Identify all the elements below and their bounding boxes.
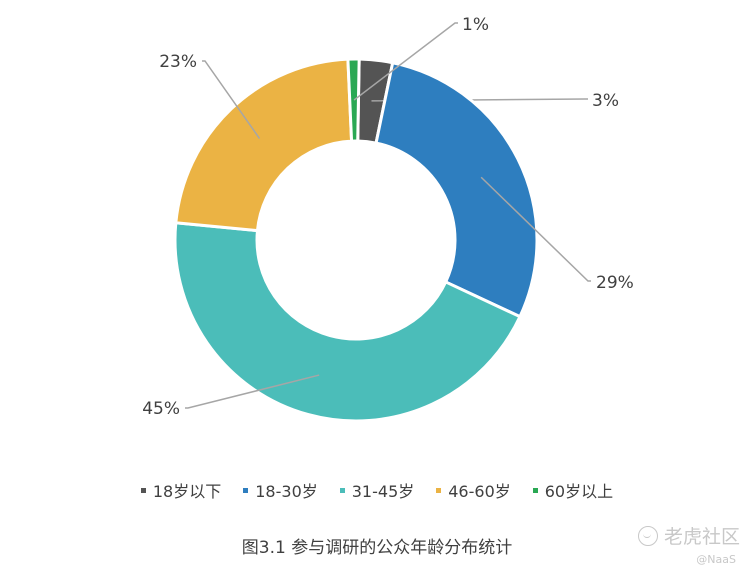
- legend-label-31-45: 31-45岁: [351, 482, 415, 501]
- data-label-under-18: 3%: [592, 91, 619, 111]
- leader-line-18-30: [480, 176, 591, 282]
- donut-chart: 3% 29% 45% 23% 1%: [142, 15, 634, 423]
- legend-label-18-30: 18-30岁: [255, 482, 318, 501]
- donut-slice-18-30[interactable]: [374, 60, 539, 319]
- legend-label-46-60: 46-60岁: [448, 482, 511, 501]
- watermark: 老虎社区: [637, 522, 740, 549]
- legend-swatch-31-45: [339, 487, 345, 493]
- donut-slice-46-60[interactable]: [174, 57, 354, 233]
- legend-item-under-18[interactable]: 18岁以下: [140, 478, 222, 502]
- legend-label-over-60: 60岁以上: [544, 482, 614, 501]
- legend-item-31-45[interactable]: 31-45岁: [339, 478, 415, 502]
- watermark-brand: 老虎社区: [663, 526, 740, 548]
- legend-item-46-60[interactable]: 46-60岁: [436, 478, 511, 502]
- legend-swatch-under-18: [140, 487, 146, 493]
- legend-swatch-18-30: [243, 487, 249, 493]
- data-label-31-45: 45%: [142, 399, 180, 419]
- chart-caption: 图3.1 参与调研的公众年龄分布统计: [241, 538, 513, 558]
- legend-item-over-60[interactable]: 60岁以上: [532, 478, 614, 502]
- watermark-handle: @NaaS: [696, 553, 736, 566]
- legend-swatch-over-60: [532, 487, 538, 493]
- data-label-46-60: 23%: [159, 52, 197, 72]
- leader-line-31-45: [185, 374, 320, 409]
- legend: 18岁以下 18-30岁 31-45岁 46-60岁 60岁以上: [0, 478, 754, 502]
- data-label-18-30: 29%: [596, 273, 634, 293]
- leader-line-over-60: [353, 22, 458, 101]
- data-label-over-60: 1%: [462, 15, 489, 35]
- legend-swatch-46-60: [436, 487, 442, 493]
- legend-item-18-30[interactable]: 18-30岁: [243, 478, 318, 502]
- donut-slice-31-45[interactable]: [173, 221, 522, 423]
- smile-logo-icon: [637, 525, 658, 546]
- leader-line-46-60: [202, 60, 261, 139]
- legend-label-under-18: 18岁以下: [152, 482, 222, 501]
- donut-slice-over-60[interactable]: [346, 57, 361, 143]
